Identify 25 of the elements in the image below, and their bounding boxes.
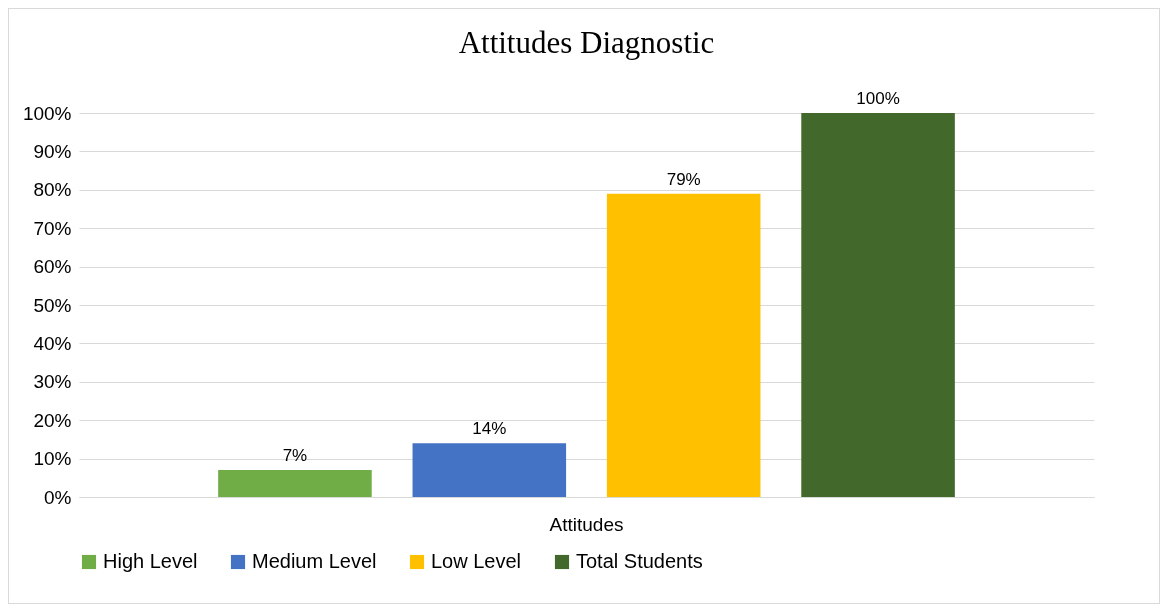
data-label: 100% <box>856 89 900 108</box>
x-tick-label: Attitudes <box>549 513 624 535</box>
bar <box>412 443 567 497</box>
y-tick-label: 80% <box>33 179 72 201</box>
y-tick-label: 40% <box>33 332 72 354</box>
y-tick-label: 90% <box>33 140 72 162</box>
legend-label: Low Level <box>431 550 522 572</box>
y-tick-label: 20% <box>33 409 72 431</box>
legend-label: High Level <box>103 550 198 572</box>
legend-label: Total Students <box>576 550 703 572</box>
y-tick-label: 60% <box>33 256 72 278</box>
y-tick-label: 50% <box>33 294 72 316</box>
bar <box>606 193 761 497</box>
y-tick-label: 0% <box>44 486 72 508</box>
data-label: 7% <box>282 446 308 466</box>
legend-label: Medium Level <box>252 550 377 572</box>
bar <box>801 113 955 497</box>
y-tick-label: 30% <box>33 371 72 393</box>
chart-title: Attitudes Diagnostic <box>458 25 715 60</box>
y-tick-label: 70% <box>33 217 72 239</box>
data-label: 79% <box>666 169 701 189</box>
data-label: 14% <box>472 419 507 439</box>
bar <box>218 470 372 497</box>
y-tick-label: 100% <box>22 102 72 124</box>
y-tick-label: 10% <box>33 448 72 470</box>
